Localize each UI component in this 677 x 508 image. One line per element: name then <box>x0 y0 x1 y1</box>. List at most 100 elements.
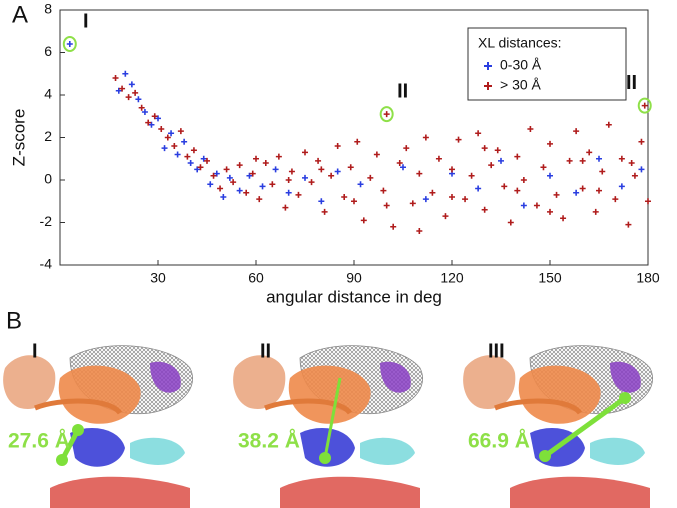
scatter-point <box>262 160 269 166</box>
scatter-point <box>115 87 122 94</box>
scatter-point <box>155 115 161 122</box>
scatter-point <box>596 155 602 162</box>
scatter-point <box>204 157 210 164</box>
structure-panel: II 38.2 Å <box>233 340 422 508</box>
scatter-point <box>246 172 253 179</box>
scatter-point <box>520 202 527 209</box>
scatter-point <box>357 181 364 188</box>
scatter-point <box>223 166 230 173</box>
scatter-point <box>334 143 341 149</box>
scatter-point <box>547 208 553 215</box>
scatter-point <box>158 126 165 132</box>
scatter-point <box>236 162 243 169</box>
scatter-point <box>553 191 560 198</box>
scatter-point <box>125 94 132 101</box>
scatter-point <box>416 170 423 177</box>
scatter-point <box>449 194 455 200</box>
x-tick-label: 120 <box>440 270 464 286</box>
scatter-point <box>145 119 152 126</box>
scatter-point <box>403 145 410 152</box>
structure-label: III <box>488 340 505 362</box>
structure-label: II <box>260 340 271 362</box>
scatter-point <box>455 136 462 143</box>
scatter-point <box>612 196 619 203</box>
scatter-point <box>566 157 573 164</box>
scatter-point <box>308 179 315 186</box>
scatter-point <box>494 147 501 154</box>
scatter-point <box>347 164 354 171</box>
scatter-point <box>282 204 289 211</box>
scatter-point <box>213 170 220 177</box>
legend-box <box>467 27 627 101</box>
scatter-point <box>481 145 488 152</box>
scatter-point <box>341 194 348 200</box>
scatter-point <box>475 185 482 192</box>
scatter-point <box>360 217 367 224</box>
scatter-point <box>171 143 178 149</box>
scatter-point <box>174 151 181 158</box>
y-tick-label: 4 <box>44 86 52 102</box>
annotation: II <box>397 80 408 102</box>
scatter-point <box>275 153 282 160</box>
distance-label: 27.6 Å <box>8 429 70 453</box>
scatter-point <box>373 151 380 158</box>
scatter-point <box>236 187 243 194</box>
y-tick-label: 6 <box>44 43 52 59</box>
scatter-point <box>527 126 534 132</box>
distance-line <box>543 395 627 459</box>
scatter-point <box>625 221 632 228</box>
legend-label: > 30 Å <box>500 77 542 93</box>
scatter-point <box>210 172 217 179</box>
scatter-point <box>151 113 158 120</box>
scatter-point <box>422 134 429 141</box>
scatter-point <box>416 228 423 234</box>
y-tick-label: -4 <box>40 256 53 272</box>
scatter-point <box>383 111 390 118</box>
scatter-point <box>190 147 197 154</box>
crosslink-end <box>539 450 551 462</box>
x-tick-label: 30 <box>150 270 166 286</box>
scatter-point <box>135 96 142 103</box>
scatter-point <box>507 219 514 226</box>
scatter-point <box>269 181 276 188</box>
x-axis-label: angular distance in deg <box>266 287 442 306</box>
scatter-point <box>540 164 547 171</box>
scatter-point <box>194 166 201 173</box>
distance-line <box>323 377 342 459</box>
scatter-point <box>220 194 227 200</box>
scatter-point <box>638 138 645 145</box>
scatter-point <box>243 189 250 196</box>
scatter-point <box>318 166 325 173</box>
scatter-point <box>400 164 406 171</box>
scatter-point <box>295 191 302 198</box>
y-tick-label: 2 <box>44 128 52 144</box>
scatter-point <box>435 155 442 162</box>
scatter-point <box>573 189 580 196</box>
scatter-point <box>177 128 184 135</box>
scatter-point <box>645 198 651 205</box>
scatter-point <box>302 174 308 181</box>
scatter-point <box>168 130 175 137</box>
panel-label: B <box>6 307 22 334</box>
x-tick-label: 90 <box>346 270 362 286</box>
scatter-point <box>302 149 308 156</box>
scatter-point <box>321 208 328 215</box>
scatter-point <box>547 172 553 179</box>
scatter-point <box>148 121 155 128</box>
scatter-point <box>429 189 436 196</box>
scatter-point <box>249 170 256 177</box>
highlight-circle <box>62 36 77 52</box>
scatter-point <box>181 138 188 145</box>
scatter-point <box>380 187 387 194</box>
scatter-point <box>488 162 495 169</box>
highlight-circle <box>379 106 394 123</box>
scatter-point <box>119 85 126 92</box>
scatter-point <box>498 157 504 164</box>
crosslink-end <box>319 452 331 464</box>
scatter-point <box>184 153 191 160</box>
scatter-point <box>468 172 475 179</box>
structure-image <box>3 346 192 508</box>
scatter-point <box>547 140 553 147</box>
x-tick-label: 180 <box>636 270 660 286</box>
scatter-point <box>259 183 266 190</box>
